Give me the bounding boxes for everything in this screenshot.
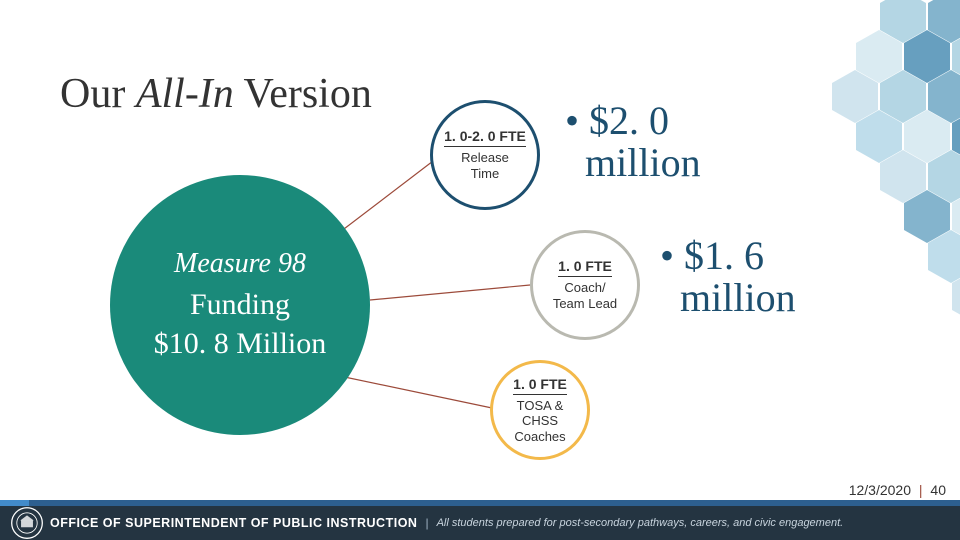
sc2-top: 1. 0 FTE <box>558 258 612 277</box>
small-circle-coach: 1. 0 FTE Coach/Team Lead <box>530 230 640 340</box>
main-circle: Measure 98 Funding $10. 8 Million <box>110 175 370 435</box>
sc3-bottom: TOSA &CHSSCoaches <box>514 398 565 445</box>
footer: OFFICE OF SUPERINTENDENT OF PUBLIC INSTR… <box>0 500 960 540</box>
footer-separator: | <box>425 516 428 530</box>
main-circle-line2: Funding <box>190 285 290 324</box>
state-seal-icon <box>10 506 44 540</box>
bullet-1: • $2. 0 million <box>565 100 701 184</box>
sc1-bottom: ReleaseTime <box>461 150 509 181</box>
small-circle-tosa: 1. 0 FTE TOSA &CHSSCoaches <box>490 360 590 460</box>
title-pre: Our <box>60 71 136 117</box>
title-post: Version <box>234 71 372 117</box>
footer-bar: OFFICE OF SUPERINTENDENT OF PUBLIC INSTR… <box>0 506 960 540</box>
page-separator: | <box>919 482 923 498</box>
footer-office: OFFICE OF SUPERINTENDENT OF PUBLIC INSTR… <box>50 516 417 530</box>
main-circle-line3: $10. 8 Million <box>154 324 327 363</box>
footer-date: 12/3/2020 <box>849 482 911 498</box>
footer-page: 40 <box>930 482 946 498</box>
title-italic: All-In <box>136 71 234 117</box>
date-page: 12/3/2020 | 40 <box>849 482 946 498</box>
slide-title: Our All-In Version <box>60 70 372 118</box>
bullet-2: • $1. 6 million <box>660 235 796 319</box>
sc3-top: 1. 0 FTE <box>513 376 567 395</box>
slide: Our All-In Version Measure 98 Funding $1… <box>0 0 960 540</box>
footer-tagline: All students prepared for post-secondary… <box>437 517 844 529</box>
sc1-top: 1. 0-2. 0 FTE <box>444 128 526 147</box>
main-circle-line1: Measure 98 <box>174 247 306 285</box>
sc2-bottom: Coach/Team Lead <box>553 280 617 311</box>
small-circle-release-time: 1. 0-2. 0 FTE ReleaseTime <box>430 100 540 210</box>
